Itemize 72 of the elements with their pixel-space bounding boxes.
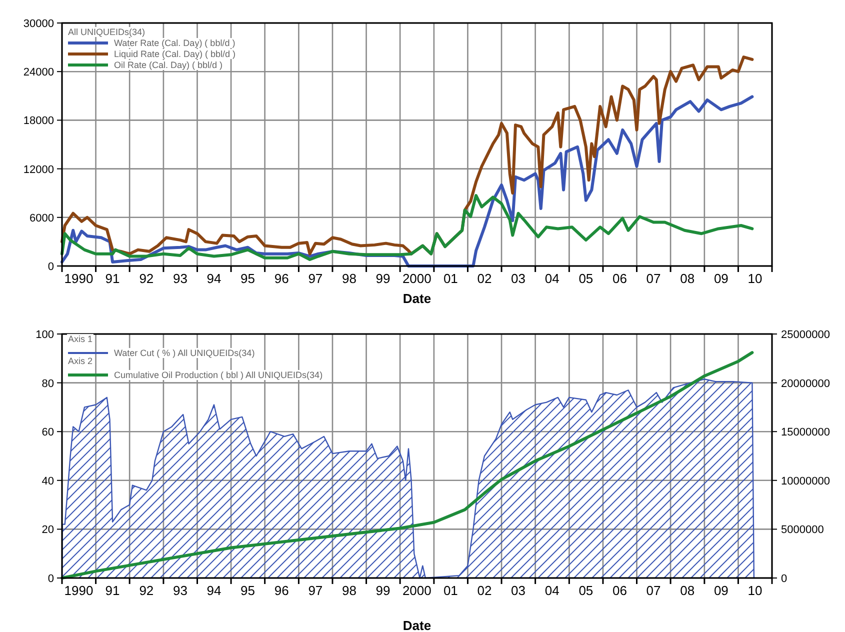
- x-tick-label: 10: [748, 271, 762, 286]
- y2-tick-label: 0: [781, 573, 788, 585]
- x-tick-label: 03: [511, 271, 526, 286]
- y-tick-label: 24000: [23, 66, 54, 79]
- x-tick-label: 93: [172, 271, 188, 286]
- x-tick-label: 07: [646, 583, 661, 598]
- x-tick-label: 98: [342, 583, 356, 598]
- x-tick-label: 91: [105, 271, 120, 286]
- y-tick-label: 20: [42, 524, 54, 536]
- y2-tick-label: 20000000: [781, 378, 830, 390]
- x-tick-label: 07: [646, 271, 661, 286]
- legend-label: Water Rate (Cal. Day) ( bbl/d ): [114, 38, 236, 48]
- legend-title: All UNIQUEIDs(34): [68, 27, 146, 37]
- x-tick-label: 95: [240, 583, 256, 598]
- y-tick-label: 12000: [23, 164, 54, 176]
- x-tick-label: 99: [376, 583, 390, 598]
- x-tick-label: 08: [680, 271, 695, 286]
- x-tick-label: 06: [612, 583, 627, 598]
- x-axis-title: Date: [402, 618, 432, 632]
- legend-label: Oil Rate (Cal. Day) ( bbl/d ): [114, 60, 223, 70]
- y-tick-label: 100: [36, 329, 54, 341]
- y-tick-label: 18000: [23, 115, 54, 128]
- x-tick-label: 97: [308, 583, 323, 598]
- x-tick-label: 98: [342, 271, 356, 286]
- y2-tick-label: 25000000: [781, 329, 830, 341]
- x-tick-label: 94: [206, 583, 222, 598]
- x-tick-label: 96: [274, 583, 289, 598]
- x-tick-label: 09: [714, 271, 728, 286]
- y-tick-label: 80: [42, 378, 54, 390]
- x-tick-label: 1990: [64, 583, 94, 598]
- x-tick-label: 06: [612, 271, 627, 286]
- legend-label: Cumulative Oil Production ( bbl ) All UNIQUEIDs(34): [114, 370, 323, 380]
- y2-tick-label: 5000000: [781, 524, 824, 536]
- x-tick-label: 01: [443, 583, 458, 598]
- x-tick-label: 97: [308, 271, 323, 286]
- x-tick-label: 96: [274, 271, 289, 286]
- x-tick-label: 92: [139, 271, 154, 286]
- y-tick-label: 6000: [30, 212, 54, 224]
- x-tick-label: 94: [206, 271, 222, 286]
- x-tick-label: 05: [578, 271, 594, 286]
- y-tick-label: 40: [42, 475, 54, 488]
- y2-tick-label: 10000000: [781, 475, 830, 488]
- x-tick-label: 2000: [402, 271, 432, 286]
- x-tick-label: 92: [139, 583, 154, 598]
- x-tick-label: 99: [376, 271, 390, 286]
- line-series: [60, 194, 754, 262]
- x-tick-label: 08: [680, 583, 695, 598]
- x-tick-label: 93: [172, 583, 188, 598]
- x-tick-label: 05: [578, 583, 594, 598]
- y2-tick-label: 15000000: [781, 426, 830, 439]
- y-tick-label: 60: [42, 426, 54, 439]
- x-tick-label: 02: [477, 583, 492, 598]
- x-tick-label: 10: [748, 583, 762, 598]
- x-axis-title: Date: [402, 291, 432, 306]
- x-tick-label: 02: [477, 271, 492, 286]
- x-tick-label: 95: [240, 271, 256, 286]
- y-tick-label: 30000: [23, 18, 54, 30]
- x-tick-label: 91: [105, 583, 120, 598]
- line-series: [60, 95, 754, 268]
- annotation: Axis 2: [68, 356, 93, 366]
- annotation: Axis 1: [68, 334, 93, 344]
- x-tick-label: 04: [544, 583, 560, 598]
- legend-label: Water Cut ( % ) All UNIQUEIDs(34): [114, 348, 255, 358]
- x-tick-label: 01: [443, 271, 458, 286]
- y-tick-label: 0: [48, 573, 54, 585]
- x-tick-label: 1990: [64, 271, 94, 286]
- x-tick-label: 03: [511, 583, 526, 598]
- legend-label: Liquid Rate (Cal. Day) ( bbl/d ): [114, 49, 236, 59]
- x-tick-label: 2000: [402, 583, 432, 598]
- x-tick-label: 09: [714, 583, 728, 598]
- x-tick-label: 04: [544, 271, 560, 286]
- y-tick-label: 0: [48, 261, 54, 273]
